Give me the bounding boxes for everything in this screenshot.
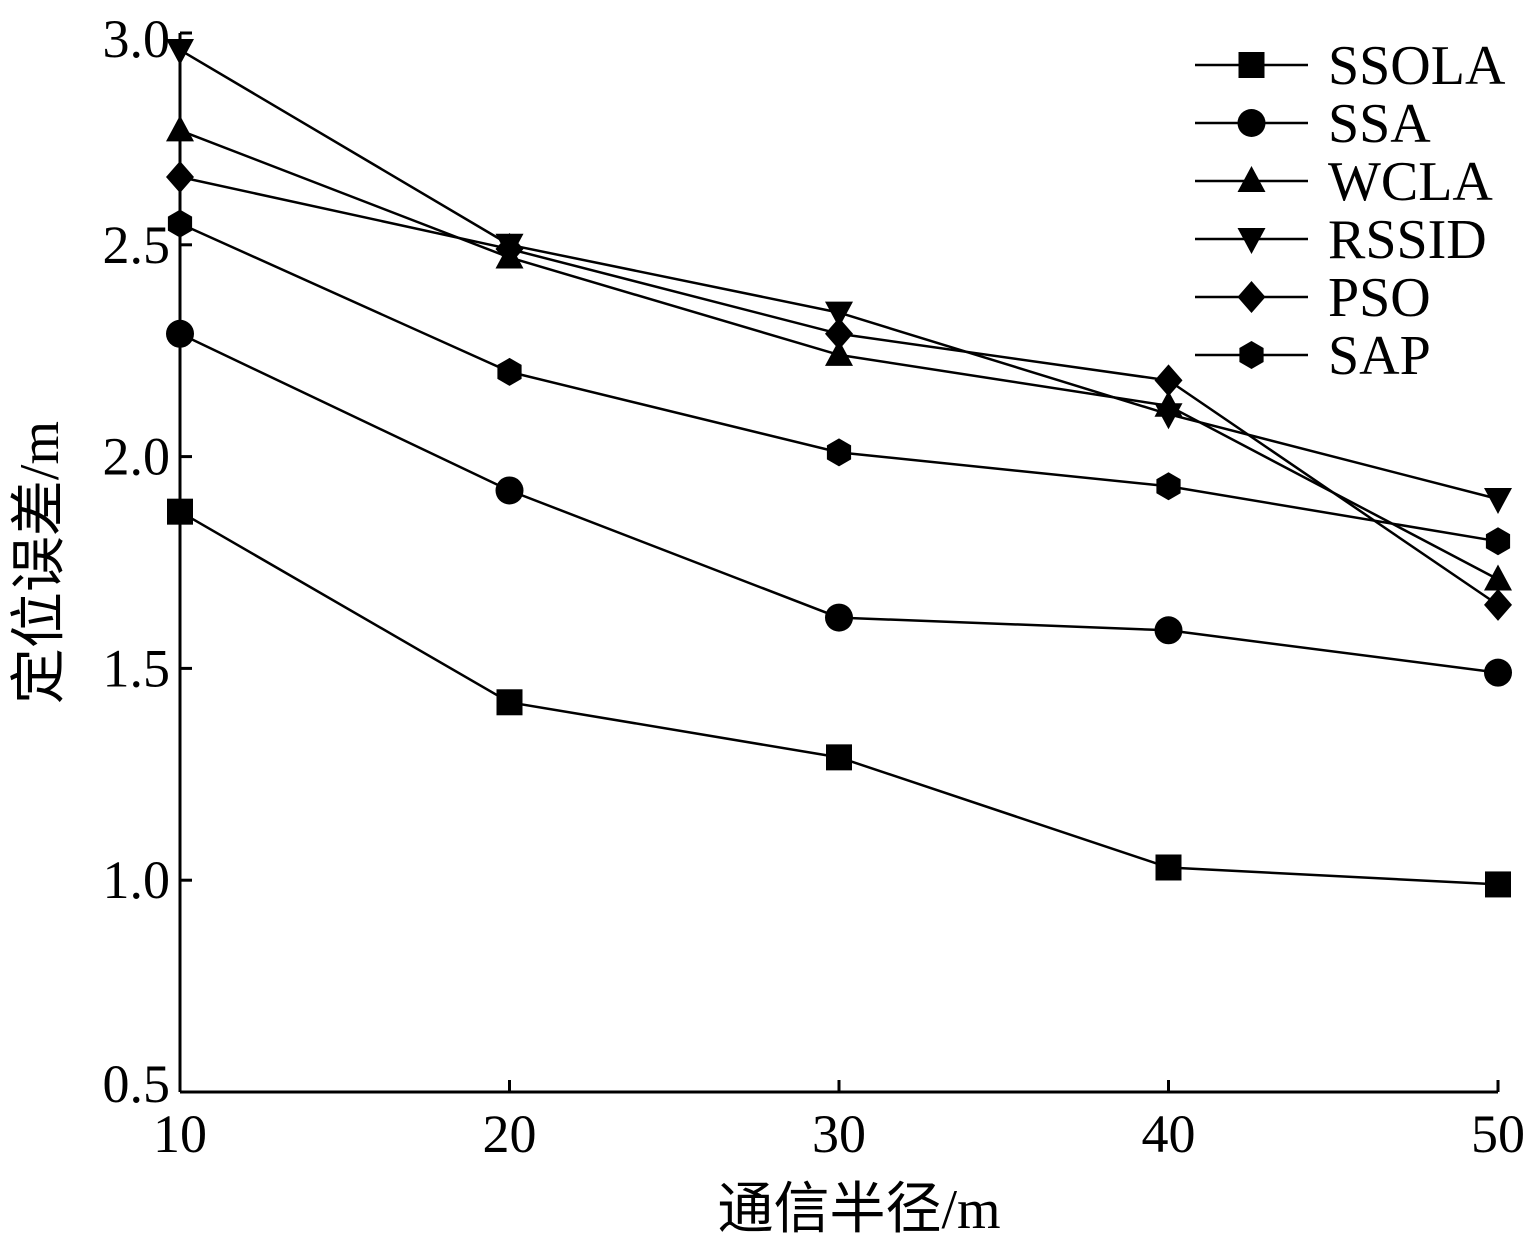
x-tick-label: 10 xyxy=(153,1104,207,1164)
x-tick-label: 40 xyxy=(1142,1104,1196,1164)
data-point-ssola xyxy=(1155,854,1182,881)
data-point-wcla xyxy=(825,339,853,366)
data-point-pso xyxy=(1154,364,1183,397)
data-point-ssa xyxy=(166,319,194,348)
data-point-wcla xyxy=(1484,564,1512,591)
data-point-ssola xyxy=(167,498,193,525)
y-tick-label: 3.0 xyxy=(103,9,171,69)
data-point-pso xyxy=(1484,588,1512,621)
data-point-ssola xyxy=(496,689,523,716)
data-point-sap xyxy=(1156,472,1181,501)
series-line-pso xyxy=(179,175,1499,606)
y-tick-label: 2.0 xyxy=(103,427,171,487)
data-point-pso xyxy=(495,233,524,266)
data-point-ssa xyxy=(495,476,524,505)
x-tick-label: 50 xyxy=(1471,1104,1525,1164)
legend-label-pso: PSO xyxy=(1328,267,1431,329)
x-axis-title: 通信半径/m xyxy=(717,1179,1000,1241)
data-point-pso xyxy=(166,161,194,194)
legend-marker-ssola xyxy=(1238,52,1265,78)
y-tick-label: 0.5 xyxy=(103,1054,171,1114)
data-point-sap xyxy=(1485,527,1511,556)
data-point-ssa xyxy=(1484,658,1512,687)
legend-marker-ssa xyxy=(1237,109,1266,137)
data-point-ssa xyxy=(1154,616,1183,645)
legend-label-wcla: WCLA xyxy=(1328,151,1493,213)
y-tick-label: 1.0 xyxy=(103,850,171,910)
data-point-rssid xyxy=(825,301,853,328)
x-tick-label: 30 xyxy=(812,1104,866,1164)
series-line-sap xyxy=(179,222,1499,543)
data-point-ssola xyxy=(826,744,852,771)
legend-marker-sap xyxy=(1239,341,1264,369)
data-point-pso xyxy=(825,317,853,350)
series-line-ssola xyxy=(179,510,1499,886)
legend-label-ssa: SSA xyxy=(1328,93,1431,155)
data-point-ssa xyxy=(825,603,853,632)
data-point-sap xyxy=(826,438,852,467)
legend-marker-wcla xyxy=(1237,166,1266,192)
legend-label-rssid: RSSID xyxy=(1328,209,1487,271)
data-point-rssid xyxy=(166,38,194,65)
data-point-sap xyxy=(497,357,522,386)
data-point-ssola xyxy=(1485,871,1511,898)
x-tick-label: 20 xyxy=(483,1104,537,1164)
series-line-rssid xyxy=(179,48,1499,501)
y-tick-label: 1.5 xyxy=(103,638,171,698)
y-axis-title: 定位误差/m xyxy=(9,421,71,704)
legend-marker-rssid xyxy=(1237,228,1266,254)
legend-label-sap: SAP xyxy=(1328,325,1431,387)
data-point-sap xyxy=(167,209,193,238)
data-point-wcla xyxy=(166,115,194,142)
legend-label-ssola: SSOLA xyxy=(1328,35,1506,97)
data-point-rssid xyxy=(1484,487,1512,514)
legend-marker-pso xyxy=(1237,281,1266,313)
data-point-rssid xyxy=(1154,403,1183,430)
y-tick-label: 2.5 xyxy=(103,215,171,275)
